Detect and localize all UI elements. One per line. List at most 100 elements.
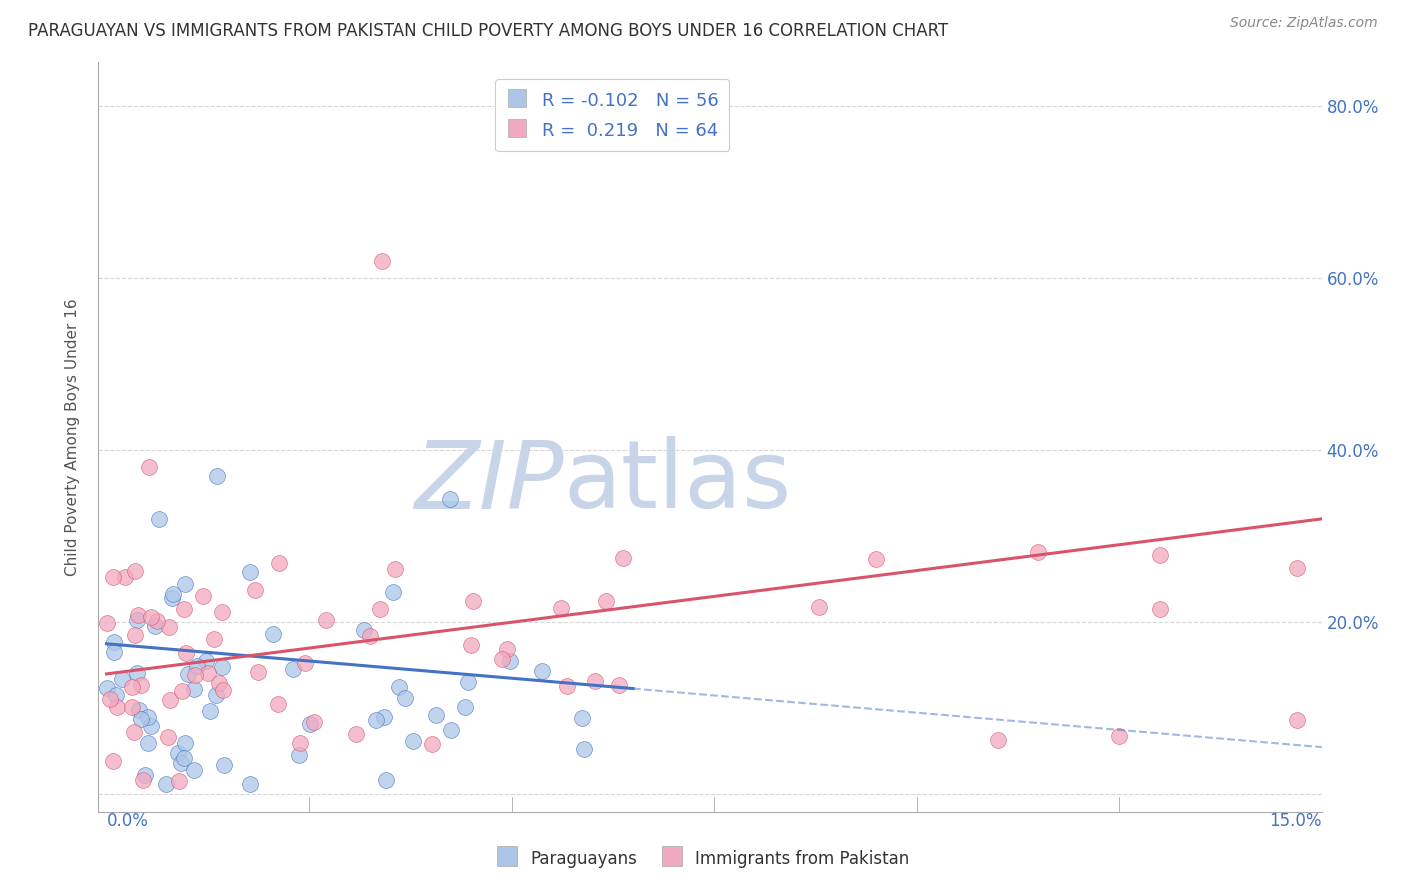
Point bbox=[128, 703, 150, 717]
Point bbox=[143, 618, 166, 632]
Point bbox=[138, 460, 160, 475]
Legend: R = -0.102   N = 56, R =  0.219   N = 64: R = -0.102 N = 56, R = 0.219 N = 64 bbox=[495, 79, 730, 152]
Point bbox=[440, 723, 463, 737]
Point bbox=[495, 642, 517, 657]
Point bbox=[121, 680, 143, 694]
Point bbox=[366, 713, 388, 727]
Point bbox=[157, 730, 180, 744]
Point bbox=[184, 667, 207, 681]
Point bbox=[243, 583, 266, 598]
Point bbox=[124, 725, 146, 739]
Point bbox=[96, 681, 118, 695]
Point bbox=[388, 681, 411, 695]
Point bbox=[155, 777, 177, 791]
Point bbox=[439, 492, 461, 507]
Point bbox=[454, 699, 477, 714]
Point bbox=[96, 615, 118, 630]
Point bbox=[595, 593, 617, 607]
Point bbox=[105, 700, 128, 714]
Point bbox=[183, 763, 205, 777]
Point bbox=[157, 620, 180, 634]
Point bbox=[114, 569, 136, 583]
Point bbox=[195, 654, 218, 668]
Point bbox=[170, 756, 193, 771]
Point bbox=[121, 700, 143, 714]
Text: Source: ZipAtlas.com: Source: ZipAtlas.com bbox=[1230, 16, 1378, 30]
Point bbox=[1286, 713, 1309, 727]
Point bbox=[394, 690, 416, 705]
Point bbox=[420, 737, 443, 751]
Point bbox=[808, 600, 831, 615]
Point bbox=[136, 710, 159, 724]
Point bbox=[531, 664, 554, 678]
Point bbox=[246, 665, 269, 680]
Point bbox=[463, 594, 485, 608]
Point bbox=[124, 628, 146, 642]
Point bbox=[172, 684, 194, 698]
Point bbox=[212, 757, 235, 772]
Point bbox=[1149, 601, 1171, 615]
Point bbox=[127, 607, 149, 622]
Point bbox=[191, 589, 214, 603]
Point bbox=[262, 627, 284, 641]
Point bbox=[160, 591, 183, 605]
Point bbox=[166, 746, 188, 760]
Point bbox=[239, 566, 262, 580]
Point bbox=[371, 253, 394, 268]
Point bbox=[173, 751, 195, 765]
Point bbox=[162, 587, 184, 601]
Point bbox=[101, 570, 124, 584]
Text: atlas: atlas bbox=[564, 436, 792, 528]
Point bbox=[131, 678, 153, 692]
Point bbox=[239, 777, 262, 791]
Point bbox=[370, 602, 392, 616]
Point bbox=[104, 688, 127, 702]
Point bbox=[176, 666, 198, 681]
Point bbox=[205, 468, 228, 483]
Point bbox=[148, 512, 170, 526]
Point bbox=[288, 736, 311, 750]
Point bbox=[1149, 549, 1171, 563]
Legend: Paraguayans, Immigrants from Pakistan: Paraguayans, Immigrants from Pakistan bbox=[489, 842, 917, 875]
Point bbox=[550, 600, 572, 615]
Point bbox=[298, 717, 321, 731]
Point bbox=[197, 666, 219, 681]
Point bbox=[124, 564, 146, 578]
Point bbox=[141, 609, 163, 624]
Point bbox=[173, 601, 195, 615]
Point bbox=[344, 727, 367, 741]
Point bbox=[281, 662, 304, 676]
Point bbox=[865, 552, 887, 566]
Point bbox=[146, 614, 169, 628]
Text: 15.0%: 15.0% bbox=[1270, 812, 1322, 830]
Point bbox=[132, 772, 155, 787]
Text: PARAGUAYAN VS IMMIGRANTS FROM PAKISTAN CHILD POVERTY AMONG BOYS UNDER 16 CORRELA: PARAGUAYAN VS IMMIGRANTS FROM PAKISTAN C… bbox=[28, 22, 949, 40]
Point bbox=[425, 707, 447, 722]
Point bbox=[204, 688, 226, 702]
Point bbox=[315, 613, 337, 627]
Point bbox=[103, 645, 125, 659]
Point bbox=[267, 698, 290, 712]
Point bbox=[103, 634, 125, 648]
Point bbox=[167, 774, 190, 789]
Point bbox=[186, 659, 208, 673]
Point bbox=[607, 677, 630, 691]
Text: 0.0%: 0.0% bbox=[107, 812, 149, 830]
Point bbox=[134, 768, 156, 782]
Point bbox=[987, 733, 1010, 747]
Point bbox=[207, 675, 229, 690]
Text: ZIP: ZIP bbox=[413, 436, 564, 527]
Point bbox=[98, 691, 121, 706]
Point bbox=[612, 551, 634, 566]
Point bbox=[498, 654, 520, 668]
Y-axis label: Child Poverty Among Boys Under 16: Child Poverty Among Boys Under 16 bbox=[65, 298, 80, 576]
Point bbox=[174, 736, 197, 750]
Point bbox=[174, 577, 197, 591]
Point bbox=[571, 711, 593, 725]
Point bbox=[127, 614, 149, 628]
Point bbox=[1108, 729, 1130, 743]
Point bbox=[101, 754, 124, 768]
Point bbox=[382, 584, 405, 599]
Point bbox=[200, 704, 222, 718]
Point bbox=[375, 773, 398, 788]
